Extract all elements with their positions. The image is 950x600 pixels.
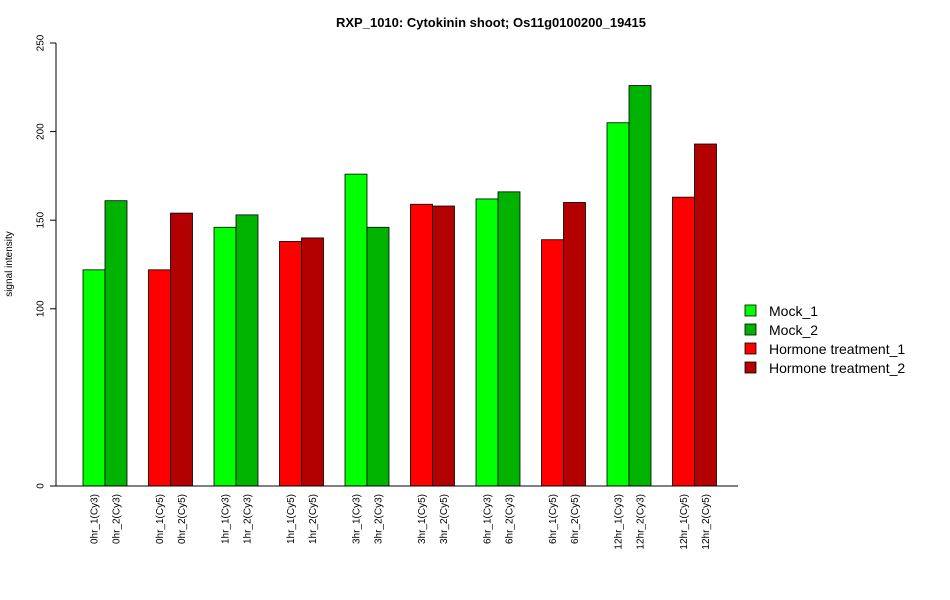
y-tick-label: 250 [36,34,47,51]
bar [235,214,259,487]
bar [104,200,128,487]
x-tick-label: 12hr_2(Cy3) [636,494,647,550]
x-tick-label: 6hr_1(Cy3) [483,494,494,544]
y-tick-label: 150 [36,211,47,228]
x-tick-label: 12hr_2(Cy5) [701,494,712,550]
bar [344,173,368,487]
x-tick-label: 6hr_1(Cy5) [548,494,559,544]
legend-swatch [744,342,757,355]
x-tick-label: 1hr_1(Cy3) [221,494,232,544]
bar [170,212,193,487]
x-tick-label: 1hr_2(Cy3) [243,494,254,544]
bar [279,241,302,487]
bar [82,269,106,487]
bar [366,226,390,487]
bar [213,226,237,487]
x-tick-label: 1hr_2(Cy5) [308,494,319,544]
x-tick-label: 12hr_1(Cy3) [614,494,625,550]
x-tick-label: 0hr_2(Cy5) [177,494,188,544]
bar [497,191,521,487]
bar [563,202,586,487]
x-tick-label: 3hr_2(Cy3) [374,494,385,544]
bar [672,196,695,487]
legend-label: Mock_2 [769,322,818,338]
bar [301,237,324,487]
legend: Mock_1 Mock_2 Hormone treatment_1 Hormone t… [744,303,905,376]
bar [628,85,652,487]
bar [148,269,171,487]
x-tick-label: 6hr_2(Cy5) [570,494,581,544]
bar [694,143,717,487]
y-tick-label: 0 [36,483,47,489]
y-axis-label: signal intensity [4,231,15,297]
x-tick-label: 3hr_1(Cy5) [417,494,428,544]
x-tick-label: 3hr_2(Cy5) [439,494,450,544]
x-tick-label: 3hr_1(Cy3) [352,494,363,544]
chart-title: RXP_1010: Cytokinin shoot; Os11g0100200_… [336,15,646,30]
y-tick-label: 200 [36,123,47,140]
bar [541,239,564,487]
bar [410,203,433,487]
bar [475,198,499,487]
x-axis: 0hr_1(Cy3) 0hr_2(Cy3) 0hr_1(Cy5) 0hr_2(Cy5)… [56,485,738,550]
y-tick-label: 100 [36,300,47,317]
legend-label: Mock_1 [769,303,818,319]
legend-label: Hormone treatment_1 [769,341,905,357]
legend-swatch [744,361,757,374]
bars [82,85,717,487]
x-tick-label: 0hr_2(Cy3) [112,494,123,544]
x-tick-label: 12hr_1(Cy5) [679,494,690,550]
x-tick-label: 0hr_1(Cy5) [155,494,166,544]
legend-swatch [744,323,757,336]
legend-label: Hormone treatment_2 [769,360,905,376]
x-tick-label: 1hr_1(Cy5) [286,494,297,544]
bar [432,205,455,487]
bar [606,122,630,487]
x-tick-label: 0hr_1(Cy3) [90,494,101,544]
y-axis: 0 100 150 200 250 [36,34,57,489]
legend-swatch [744,304,757,317]
x-tick-label: 6hr_2(Cy3) [505,494,516,544]
